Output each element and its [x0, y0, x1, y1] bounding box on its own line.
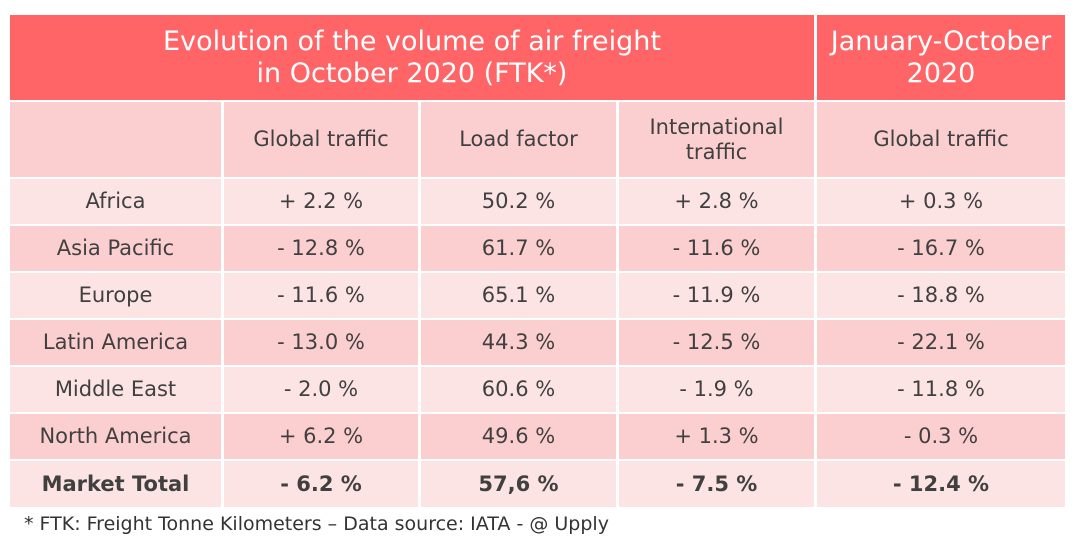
cell-region-total: Market Total	[10, 461, 221, 507]
footnote: * FTK: Freight Tonne Kilometers – Data s…	[24, 513, 609, 535]
cell-global-traffic: - 11.6 %	[224, 273, 418, 318]
column-header-international-line2: traffic	[685, 139, 748, 164]
cell-region: Africa	[10, 179, 221, 224]
cell-ytd-global-traffic: - 11.8 %	[817, 367, 1065, 412]
cell-load-factor-total: 57,6 %	[421, 461, 616, 507]
cell-load-factor: 60.6 %	[421, 367, 616, 412]
cell-ytd-global-traffic: - 18.8 %	[817, 273, 1065, 318]
column-header-region	[10, 102, 221, 177]
cell-load-factor: 61.7 %	[421, 226, 616, 271]
cell-ytd-global-traffic: - 22.1 %	[817, 320, 1065, 365]
cell-load-factor: 65.1 %	[421, 273, 616, 318]
cell-load-factor: 44.3 %	[421, 320, 616, 365]
cell-international-traffic-total: - 7.5 %	[619, 461, 814, 507]
cell-global-traffic: + 6.2 %	[224, 414, 418, 459]
table-title: Evolution of the volume of air freight i…	[10, 15, 814, 100]
cell-ytd-global-traffic-total: - 12.4 %	[817, 461, 1065, 507]
cell-global-traffic: - 13.0 %	[224, 320, 418, 365]
cell-international-traffic: - 11.9 %	[619, 273, 814, 318]
cell-region: Middle East	[10, 367, 221, 412]
table-title-line1: Evolution of the volume of air freight	[163, 25, 661, 57]
ytd-title-line1: January-October	[830, 25, 1052, 57]
cell-load-factor: 50.2 %	[421, 179, 616, 224]
cell-global-traffic-total: - 6.2 %	[224, 461, 418, 507]
cell-region: Europe	[10, 273, 221, 318]
column-header-load-factor: Load factor	[421, 102, 616, 177]
cell-ytd-global-traffic: - 16.7 %	[817, 226, 1065, 271]
cell-international-traffic: - 12.5 %	[619, 320, 814, 365]
cell-ytd-global-traffic: + 0.3 %	[817, 179, 1065, 224]
cell-load-factor: 49.6 %	[421, 414, 616, 459]
ytd-title: January-October 2020	[817, 15, 1065, 100]
cell-international-traffic: + 2.8 %	[619, 179, 814, 224]
cell-international-traffic: - 11.6 %	[619, 226, 814, 271]
cell-international-traffic: + 1.3 %	[619, 414, 814, 459]
column-header-global-traffic: Global traffic	[224, 102, 418, 177]
ytd-title-line2: 2020	[906, 57, 976, 89]
cell-global-traffic: - 2.0 %	[224, 367, 418, 412]
cell-region: North America	[10, 414, 221, 459]
cell-region: Latin America	[10, 320, 221, 365]
air-freight-table: Evolution of the volume of air freight i…	[10, 15, 1065, 507]
column-header-international-traffic: International traffic	[619, 102, 814, 177]
cell-international-traffic: - 1.9 %	[619, 367, 814, 412]
cell-region: Asia Pacific	[10, 226, 221, 271]
cell-ytd-global-traffic: - 0.3 %	[817, 414, 1065, 459]
table-title-line2: in October 2020 (FTK*)	[256, 57, 568, 89]
column-header-international-line1: International	[649, 114, 784, 139]
column-header-ytd-global-traffic: Global traffic	[817, 102, 1065, 177]
cell-global-traffic: - 12.8 %	[224, 226, 418, 271]
cell-global-traffic: + 2.2 %	[224, 179, 418, 224]
